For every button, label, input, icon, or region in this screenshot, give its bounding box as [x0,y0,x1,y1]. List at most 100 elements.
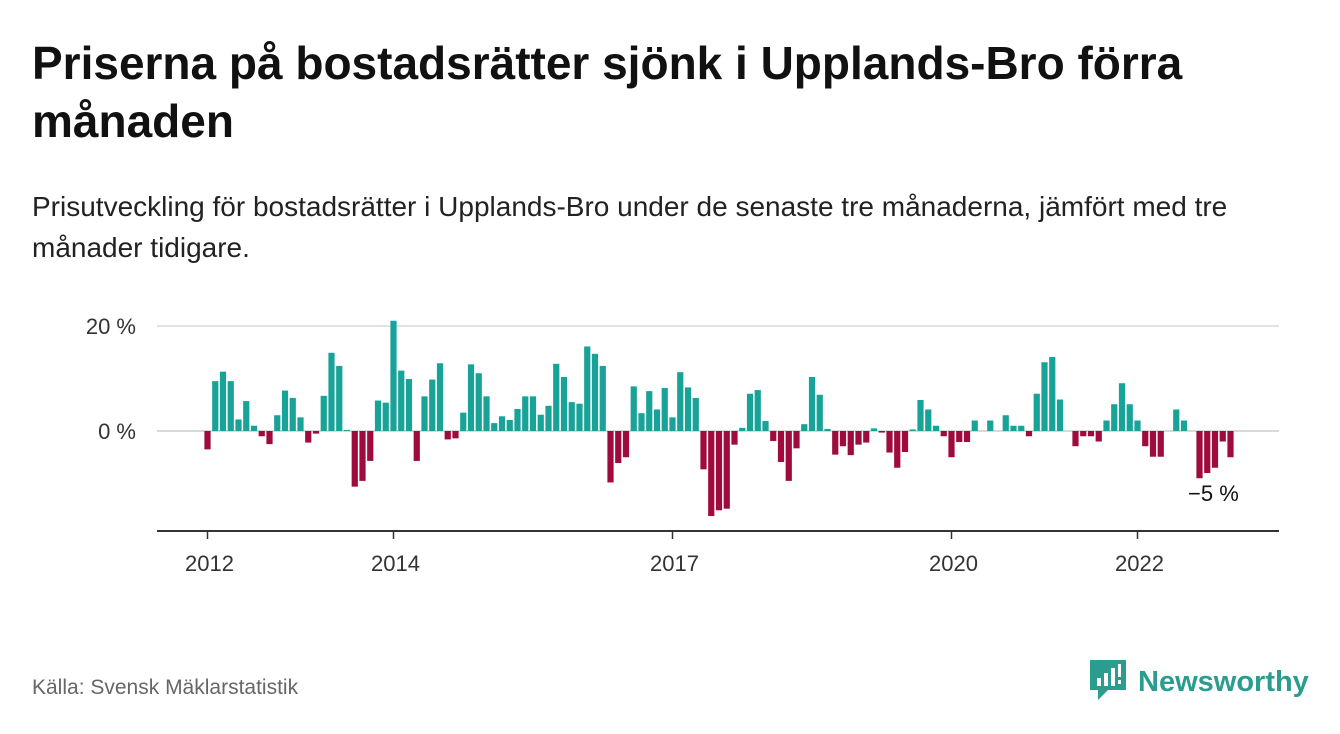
bar [328,352,335,431]
bar [522,396,529,431]
bar [235,419,242,431]
bar [351,431,358,487]
bar [289,397,296,431]
bar [1157,431,1164,457]
bar [1227,431,1234,458]
bar [483,396,490,431]
bar [1103,420,1110,431]
bar [646,391,653,431]
bar [560,376,568,431]
bar [956,431,963,443]
bar [1134,420,1141,431]
bar [258,431,265,437]
bar [653,409,661,431]
bar [1111,404,1118,431]
bar [1118,383,1126,431]
bar [429,379,436,431]
chart-subtitle: Prisutveckling för bostadsrätter i Uppla… [32,191,1228,263]
bar [1025,431,1033,437]
bar [870,428,878,431]
bar [692,397,699,431]
bar [266,431,273,445]
bar [584,346,591,431]
bar [1010,425,1017,431]
bar [863,431,870,443]
bar [576,403,583,431]
bar [839,431,847,447]
bar [754,390,761,431]
bar [1219,431,1226,442]
bar [607,431,614,483]
bar [894,431,901,468]
bar [708,431,715,517]
bar [932,425,940,431]
bar [467,364,475,431]
bar [305,431,312,443]
bar [212,381,219,431]
bar [1072,431,1079,447]
bar [382,402,389,431]
bar [700,431,707,470]
last-value-label: −5 % [1188,481,1239,506]
bar [1041,362,1048,431]
x-tick-label: 2012 [185,551,234,576]
bar [901,431,909,452]
bar [909,429,916,431]
x-tick-label: 2020 [929,551,978,576]
bar [684,387,692,431]
bar [281,390,289,431]
bar [491,423,498,431]
bar [1204,431,1211,473]
source-note: Källa: Svensk Mäklarstatistik [32,676,299,699]
bar [219,371,227,431]
bar [297,417,304,431]
bar [537,414,544,431]
brand-logo[interactable]: Newsworthy [1088,659,1309,704]
bar [1126,404,1133,431]
bar [739,427,746,431]
axis-labels: 0 % 20 % 2012 2014 2017 2020 2022 −5 % [86,314,1239,576]
bar [630,386,637,431]
bar [615,431,622,464]
bar [436,363,444,431]
bar [444,431,451,440]
bar [390,320,397,431]
bar [677,372,684,431]
bar [1033,393,1040,431]
bar [925,409,932,431]
bar [514,408,521,431]
bar [343,429,351,431]
bar [715,431,723,511]
bar [250,425,258,431]
bar [622,431,630,458]
y-tick-label: 0 % [98,419,136,444]
bar [1142,431,1149,447]
bar [777,431,785,462]
bar [421,396,428,431]
bar [1196,431,1203,479]
chart-title: Priserna på bostadsrätter sjönk i Upplan… [32,37,1183,147]
bar [460,412,467,431]
bars [204,320,1234,517]
bar [506,419,513,431]
y-tick-label: 20 % [86,314,136,339]
bar [762,421,769,431]
bar [855,431,862,445]
axis-ticks [206,531,1139,539]
bar [1173,409,1180,431]
bar [359,431,366,481]
bar [498,416,506,431]
bar [398,370,405,431]
bar [475,373,482,431]
bar [274,415,281,431]
bar [204,431,211,450]
bar [785,431,792,481]
bar [731,431,738,445]
bar [808,376,816,431]
bar [793,431,800,449]
bar [1149,431,1157,457]
bar [413,431,420,461]
bar [638,413,645,431]
bar [599,365,606,431]
x-tick-label: 2017 [650,551,699,576]
